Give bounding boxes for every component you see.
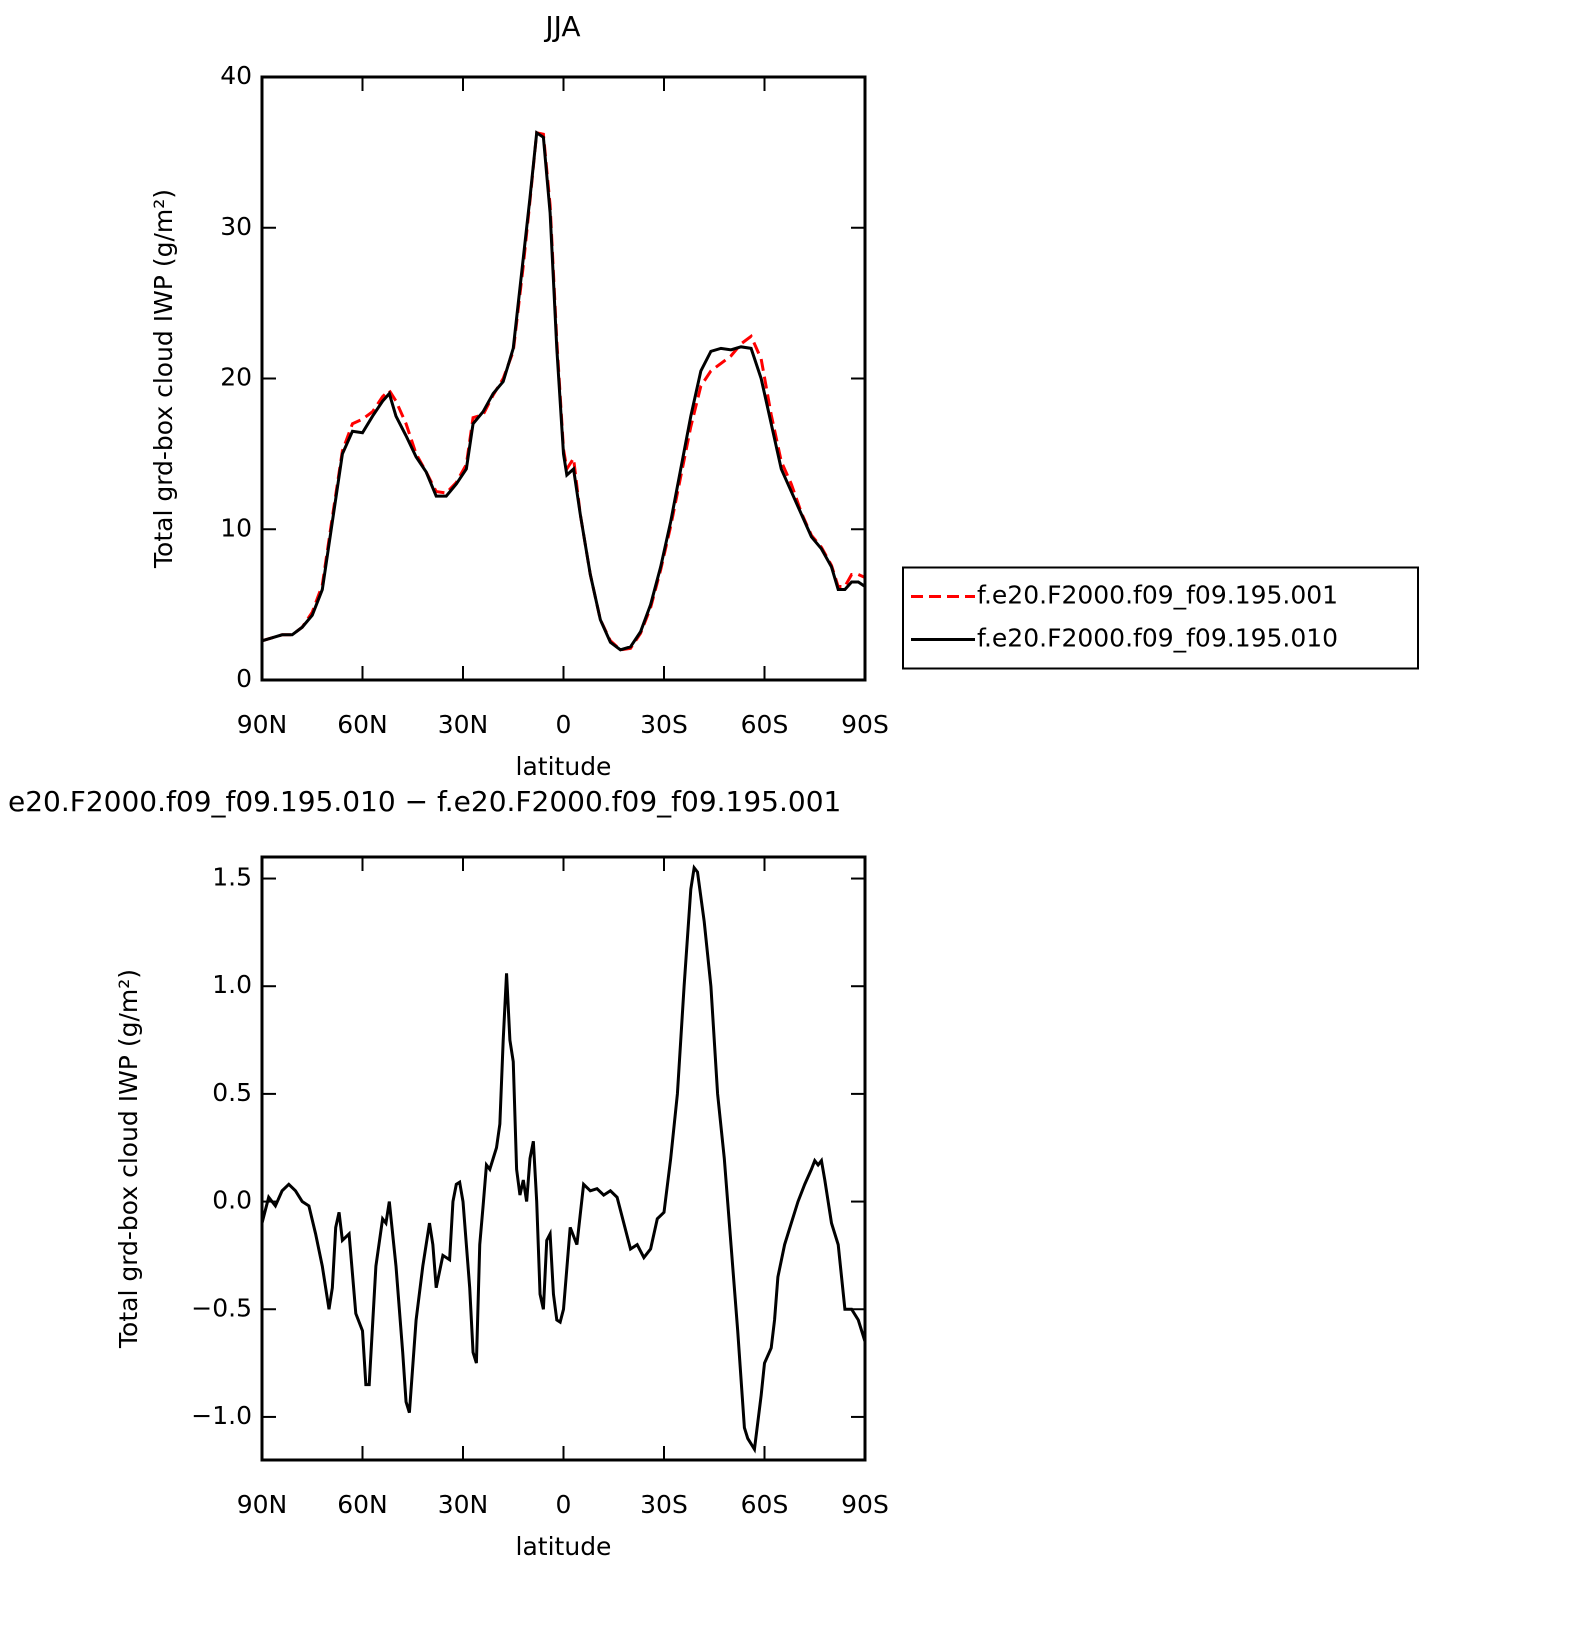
data-line: [261, 130, 866, 652]
x-tick-label: 90N: [237, 710, 288, 739]
legend-label: f.e20.F2000.f09_f09.195.010: [977, 624, 1338, 653]
chart-title: e20.F2000.f09_f09.195.010 − f.e20.F2000.…: [8, 785, 841, 818]
y-tick-label: 0.0: [212, 1186, 252, 1215]
plot-frame: [260, 75, 867, 682]
y-tick-label: 30: [220, 212, 252, 241]
x-tick-label: 0: [556, 710, 572, 739]
y-axis-label: Total grd-box cloud IWP (g/m²): [149, 189, 178, 569]
y-axis-label: Total grd-box cloud IWP (g/m²): [114, 969, 143, 1349]
x-tick-label: 60N: [337, 710, 388, 739]
plot-frame: [260, 855, 867, 1462]
x-tick-label: 60S: [741, 710, 789, 739]
y-tick-label: 40: [220, 61, 252, 90]
x-axis-label: latitude: [516, 1532, 612, 1561]
y-tick-label: 1.0: [212, 970, 252, 999]
data-line: [261, 130, 866, 652]
data-line: [260, 864, 867, 1454]
y-tick-label: −1.0: [191, 1401, 252, 1430]
x-tick-label: 90N: [237, 1490, 288, 1519]
y-tick-label: −0.5: [191, 1293, 252, 1322]
y-tick-label: 10: [220, 513, 252, 542]
legend-box: [902, 566, 1419, 670]
x-tick-label: 30N: [438, 1490, 489, 1519]
x-tick-label: 30N: [438, 710, 489, 739]
y-tick-label: 0: [236, 664, 252, 693]
x-tick-label: 90S: [841, 1490, 889, 1519]
x-tick-label: 60N: [337, 1490, 388, 1519]
y-tick-label: 1.5: [212, 863, 252, 892]
x-tick-label: 0: [556, 1490, 572, 1519]
x-tick-label: 30S: [640, 710, 688, 739]
x-tick-label: 30S: [640, 1490, 688, 1519]
y-tick-label: 0.5: [212, 1078, 252, 1107]
y-tick-label: 20: [220, 363, 252, 392]
chart-title: JJA: [543, 10, 580, 43]
x-tick-label: 60S: [741, 1490, 789, 1519]
legend-label: f.e20.F2000.f09_f09.195.001: [977, 581, 1338, 610]
x-axis-label: latitude: [516, 752, 612, 781]
x-tick-label: 90S: [841, 710, 889, 739]
